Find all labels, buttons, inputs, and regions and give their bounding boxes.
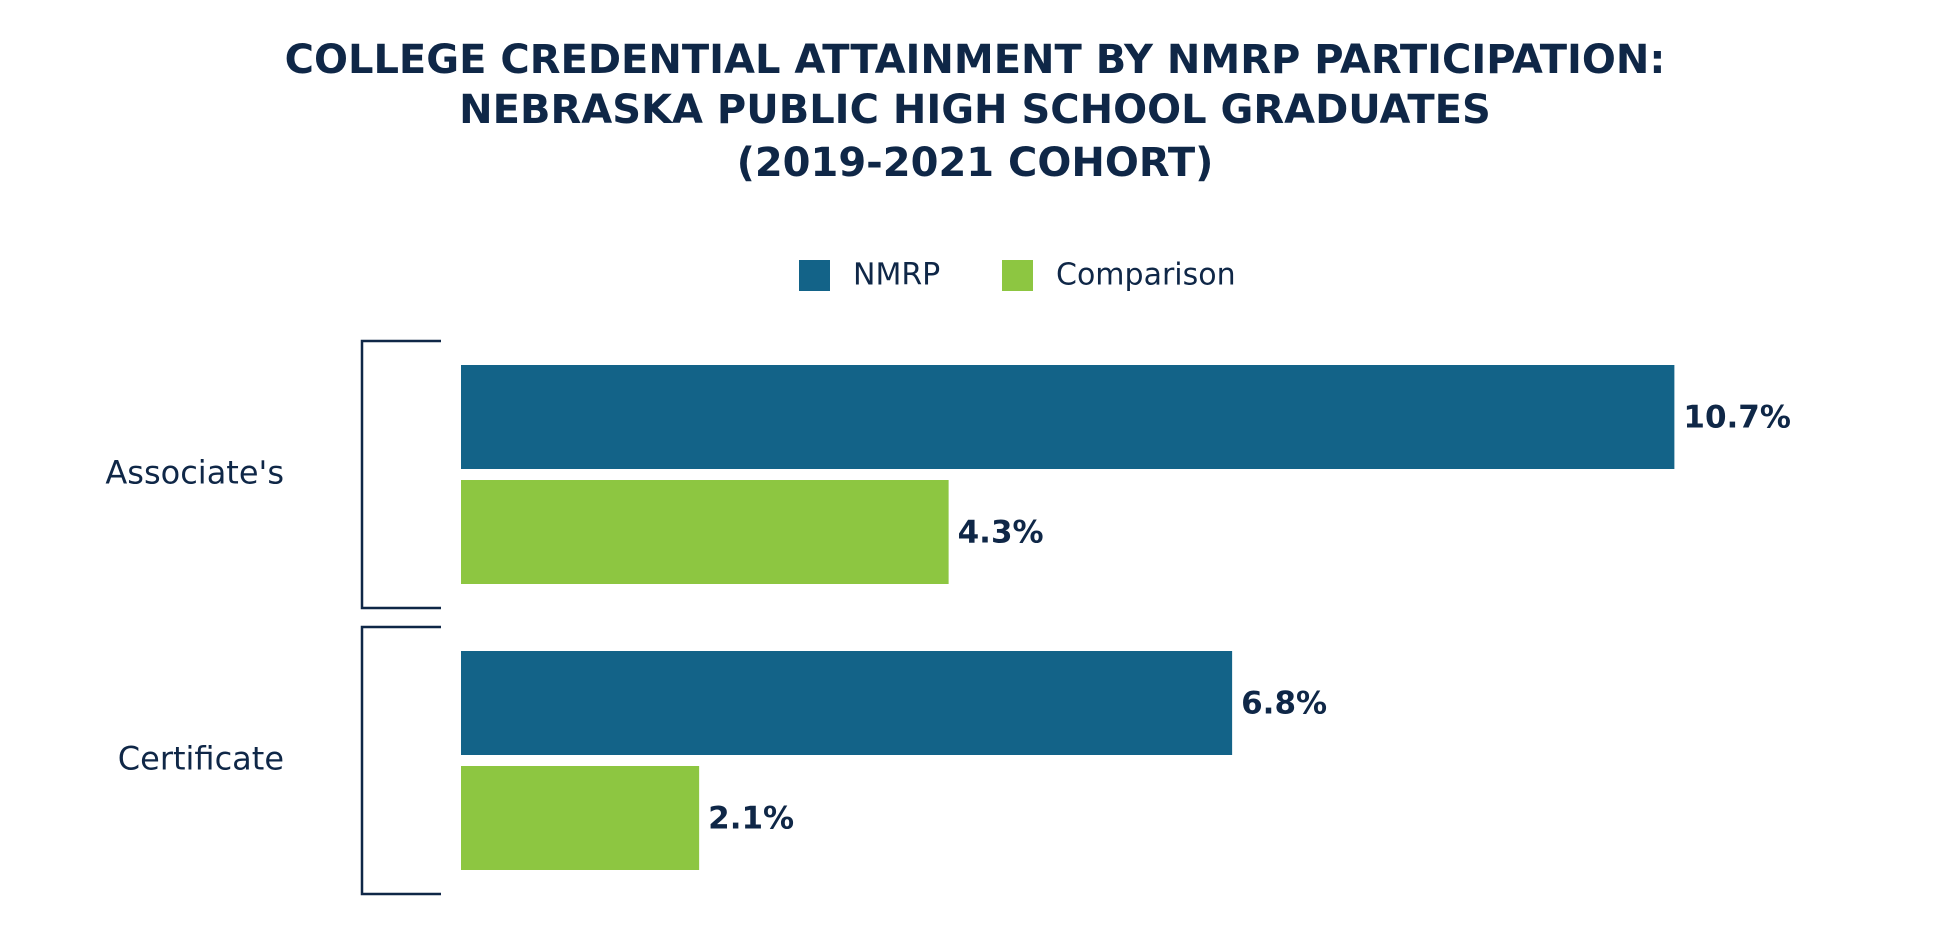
bar xyxy=(461,651,1233,755)
category-label: Certificate xyxy=(118,740,284,778)
bracket xyxy=(360,339,441,610)
chart-title: COLLEGE CREDENTIAL ATTAINMENT BY NMRP PA… xyxy=(285,37,1666,83)
bar xyxy=(461,766,700,870)
value-label: 2.1% xyxy=(708,801,794,837)
value-label: 4.3% xyxy=(958,515,1044,551)
chart-title: (2019-2021 COHORT) xyxy=(737,140,1214,186)
value-label: 6.8% xyxy=(1241,686,1327,722)
bar xyxy=(461,365,1675,469)
category-label: Associate's xyxy=(105,454,284,492)
bracket xyxy=(360,625,441,896)
chart-title: NEBRASKA PUBLIC HIGH SCHOOL GRADUATES xyxy=(459,87,1491,133)
bar xyxy=(461,480,949,584)
legend-swatch xyxy=(1002,260,1033,291)
legend-label: Comparison xyxy=(1056,258,1236,293)
legend-swatch xyxy=(799,260,830,291)
legend-label: NMRP xyxy=(853,258,940,293)
value-label: 10.7% xyxy=(1683,400,1791,436)
